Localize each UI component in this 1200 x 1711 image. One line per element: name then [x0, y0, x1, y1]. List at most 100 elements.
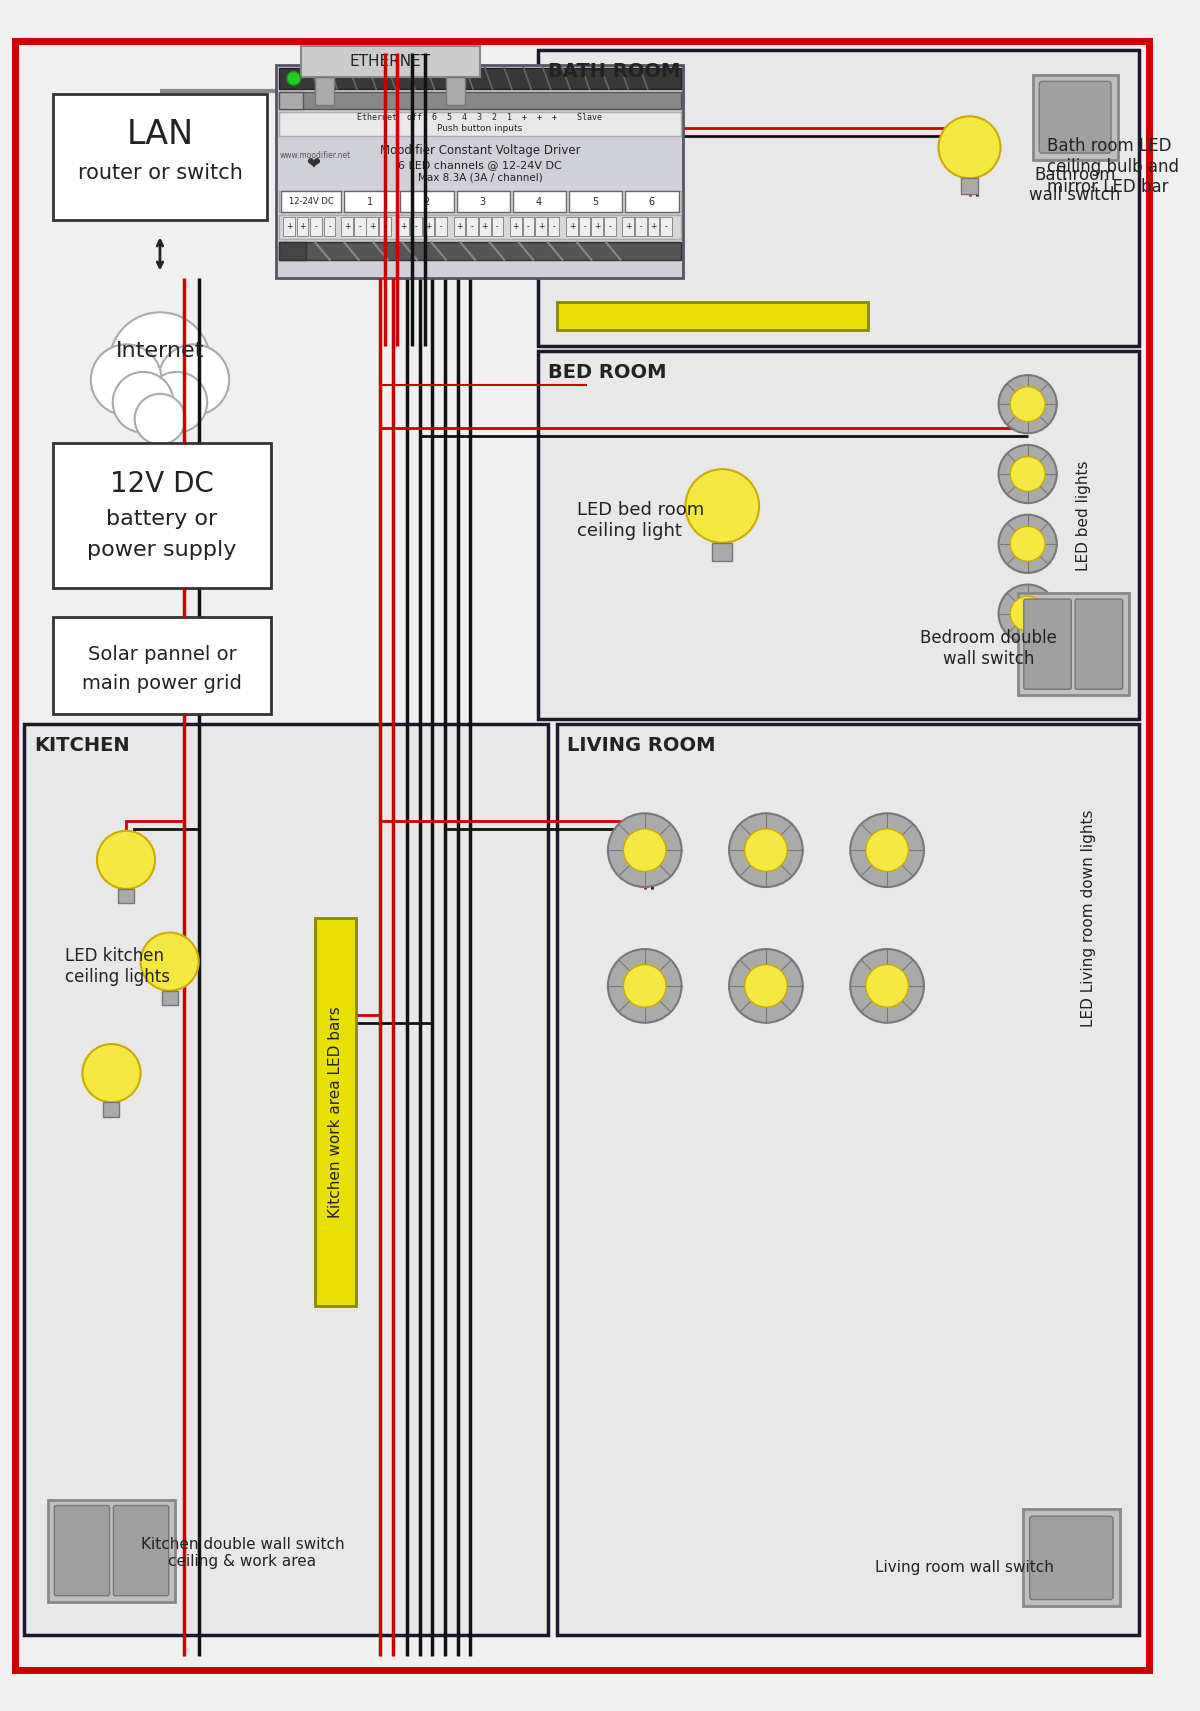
Text: power supply: power supply	[88, 539, 236, 559]
Circle shape	[623, 828, 666, 871]
Bar	[1032, 75, 1118, 159]
Text: Max 8.3A (3A / channel): Max 8.3A (3A / channel)	[418, 173, 542, 183]
Circle shape	[730, 813, 803, 886]
Bar	[454, 217, 466, 236]
Bar	[296, 217, 308, 236]
Circle shape	[1010, 387, 1045, 421]
Text: -: -	[359, 222, 361, 231]
Bar	[457, 192, 510, 212]
Circle shape	[97, 832, 155, 890]
Bar	[24, 724, 547, 1636]
Bar	[53, 443, 271, 589]
Text: -: -	[414, 222, 418, 231]
Circle shape	[851, 950, 924, 1023]
Bar	[1022, 1509, 1120, 1607]
Bar	[53, 618, 271, 715]
Bar	[492, 217, 503, 236]
Text: -: -	[665, 222, 667, 231]
FancyBboxPatch shape	[54, 1506, 109, 1596]
Text: 5: 5	[592, 197, 599, 207]
Circle shape	[158, 344, 229, 416]
Bar	[366, 217, 378, 236]
Bar	[379, 217, 391, 236]
Text: -: -	[583, 222, 586, 231]
Text: -: -	[439, 222, 443, 231]
Text: battery or: battery or	[107, 508, 217, 529]
Text: -: -	[496, 222, 499, 231]
Bar	[436, 217, 446, 236]
Text: +: +	[400, 222, 407, 231]
Bar	[280, 92, 304, 110]
Text: Push button inputs: Push button inputs	[437, 125, 522, 133]
Bar	[467, 217, 478, 236]
Bar	[961, 178, 978, 193]
Text: 6: 6	[648, 197, 654, 207]
Text: 2: 2	[424, 197, 430, 207]
Text: Solar pannel or: Solar pannel or	[88, 645, 236, 664]
Bar	[118, 890, 134, 903]
Text: main power grid: main power grid	[82, 674, 242, 693]
Text: Living room wall switch: Living room wall switch	[875, 1560, 1054, 1576]
Text: 1: 1	[367, 197, 373, 207]
Circle shape	[998, 375, 1057, 433]
Bar	[324, 217, 336, 236]
Text: ❤: ❤	[306, 156, 320, 175]
Text: -: -	[314, 222, 318, 231]
Text: +: +	[370, 222, 376, 231]
Text: BATH ROOM: BATH ROOM	[547, 62, 680, 80]
Text: +: +	[425, 222, 432, 231]
Bar	[566, 217, 578, 236]
Text: LAN: LAN	[126, 118, 193, 151]
FancyBboxPatch shape	[1039, 82, 1111, 152]
Bar	[479, 217, 491, 236]
Text: +: +	[344, 222, 350, 231]
Circle shape	[998, 445, 1057, 503]
Text: -: -	[470, 222, 474, 231]
Bar	[422, 217, 434, 236]
Bar	[341, 217, 353, 236]
Circle shape	[1010, 527, 1045, 561]
Bar	[300, 46, 480, 77]
Text: -: -	[329, 222, 331, 231]
Bar	[344, 192, 397, 212]
Circle shape	[744, 965, 787, 1008]
Text: -: -	[640, 222, 642, 231]
Text: +: +	[512, 222, 518, 231]
Bar	[280, 243, 306, 260]
Bar	[510, 217, 522, 236]
Text: LED bed lights: LED bed lights	[1076, 460, 1091, 571]
Text: +: +	[594, 222, 600, 231]
Bar	[538, 351, 1139, 719]
Text: +: +	[538, 222, 544, 231]
Bar	[625, 192, 679, 212]
Bar	[535, 217, 547, 236]
Text: ETHERNET: ETHERNET	[349, 55, 431, 70]
Circle shape	[730, 950, 803, 1023]
Text: 6 LED channels @ 12-24V DC: 6 LED channels @ 12-24V DC	[398, 159, 562, 169]
Text: -: -	[527, 222, 529, 231]
Bar	[547, 217, 559, 236]
Text: -: -	[608, 222, 611, 231]
Bar	[538, 50, 1139, 346]
Text: LED bed room
ceiling light: LED bed room ceiling light	[577, 501, 704, 541]
Text: www.moodifier.net: www.moodifier.net	[280, 151, 350, 159]
Text: -: -	[552, 222, 554, 231]
Bar	[660, 217, 672, 236]
FancyBboxPatch shape	[114, 1506, 169, 1596]
Text: Kitchen double wall switch
ceiling & work area: Kitchen double wall switch ceiling & wor…	[140, 1536, 344, 1569]
Circle shape	[287, 72, 300, 86]
Circle shape	[608, 813, 682, 886]
Bar	[558, 724, 1139, 1636]
Text: +: +	[569, 222, 575, 231]
Bar	[712, 542, 732, 561]
FancyBboxPatch shape	[1030, 1516, 1112, 1600]
Circle shape	[685, 469, 760, 542]
FancyBboxPatch shape	[1075, 599, 1123, 690]
Bar	[280, 243, 680, 260]
Text: LED Living room down lights: LED Living room down lights	[1081, 809, 1096, 1027]
Circle shape	[998, 585, 1057, 643]
Bar	[592, 217, 604, 236]
Bar	[635, 217, 647, 236]
Text: 12V DC: 12V DC	[110, 471, 214, 498]
Circle shape	[938, 116, 1001, 178]
